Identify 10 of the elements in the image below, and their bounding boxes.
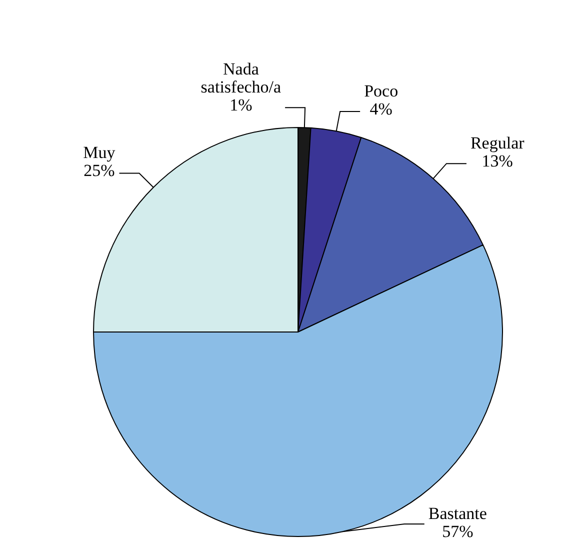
- data-label: 57%: [442, 522, 474, 541]
- data-label: 4%: [370, 99, 392, 118]
- slice-label: Nada satisfecho/a: [200, 60, 282, 97]
- data-label: 25%: [84, 161, 115, 180]
- data-label: 13%: [482, 152, 513, 171]
- slice-label: Muy: [83, 143, 116, 162]
- slice-label: Bastante: [428, 504, 487, 523]
- data-label: 1%: [230, 96, 252, 115]
- slice-label: Regular: [470, 134, 525, 153]
- slice-label: Poco: [364, 81, 398, 100]
